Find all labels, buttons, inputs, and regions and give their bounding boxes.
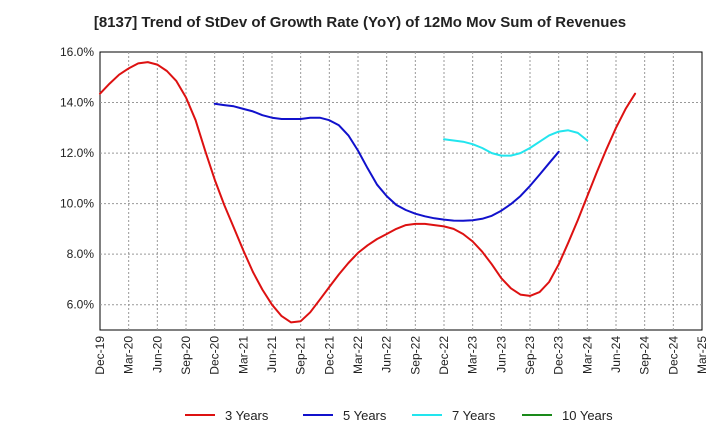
x-tick-label: Sep-20 xyxy=(179,336,193,375)
x-tick-label: Dec-21 xyxy=(322,336,336,375)
y-tick-label: 10.0% xyxy=(60,197,94,211)
y-tick-label: 14.0% xyxy=(60,96,94,110)
x-tick-label: Mar-24 xyxy=(580,336,594,374)
series-lines xyxy=(99,61,637,324)
grid-lines xyxy=(100,52,702,330)
series-line-3-years xyxy=(99,61,637,324)
legend-label-10-years: 10 Years xyxy=(562,408,613,423)
x-tick-label: Mar-23 xyxy=(466,336,480,374)
y-axis-ticks: 6.0% 8.0% 10.0% 12.0% 14.0% 16.0% xyxy=(60,45,94,312)
x-tick-label: Mar-22 xyxy=(351,336,365,374)
chart-title: [8137] Trend of StDev of Growth Rate (Yo… xyxy=(93,14,627,31)
x-tick-label: Jun-23 xyxy=(494,336,508,373)
x-tick-label: Sep-24 xyxy=(638,336,652,375)
x-tick-label: Mar-25 xyxy=(695,336,709,374)
x-tick-label: Dec-19 xyxy=(93,336,107,375)
legend-label-5-years: 5 Years xyxy=(343,408,387,423)
x-tick-label: Jun-21 xyxy=(265,336,279,373)
x-axis-ticks: Dec-19 Mar-20 Jun-20 Sep-20 Dec-20 Mar-21 Jun-… xyxy=(93,336,709,375)
y-tick-label: 16.0% xyxy=(60,45,94,59)
y-tick-label: 8.0% xyxy=(67,247,95,261)
x-tick-label: Mar-20 xyxy=(122,336,136,374)
x-tick-label: Jun-22 xyxy=(380,336,394,373)
x-tick-label: Dec-22 xyxy=(437,336,451,375)
y-tick-label: 12.0% xyxy=(60,146,94,160)
x-tick-label: Jun-24 xyxy=(609,336,623,373)
x-tick-label: Sep-21 xyxy=(294,336,308,375)
legend-label-3-years: 3 Years xyxy=(225,408,269,423)
x-tick-label: Dec-24 xyxy=(666,336,680,375)
legend-label-7-years: 7 Years xyxy=(452,408,496,423)
x-tick-label: Dec-20 xyxy=(208,336,222,375)
y-tick-label: 6.0% xyxy=(67,298,95,312)
series-line-5-years xyxy=(213,102,560,222)
plot-area xyxy=(99,51,703,331)
x-tick-label: Sep-23 xyxy=(523,336,537,375)
legend: 3 Years 5 Years 7 Years 10 Years xyxy=(185,408,613,423)
x-tick-label: Jun-20 xyxy=(150,336,164,373)
series-line-7-years xyxy=(443,129,589,157)
x-tick-label: Sep-22 xyxy=(408,336,422,375)
x-tick-label: Dec-23 xyxy=(552,336,566,375)
x-tick-label: Mar-21 xyxy=(236,336,250,374)
